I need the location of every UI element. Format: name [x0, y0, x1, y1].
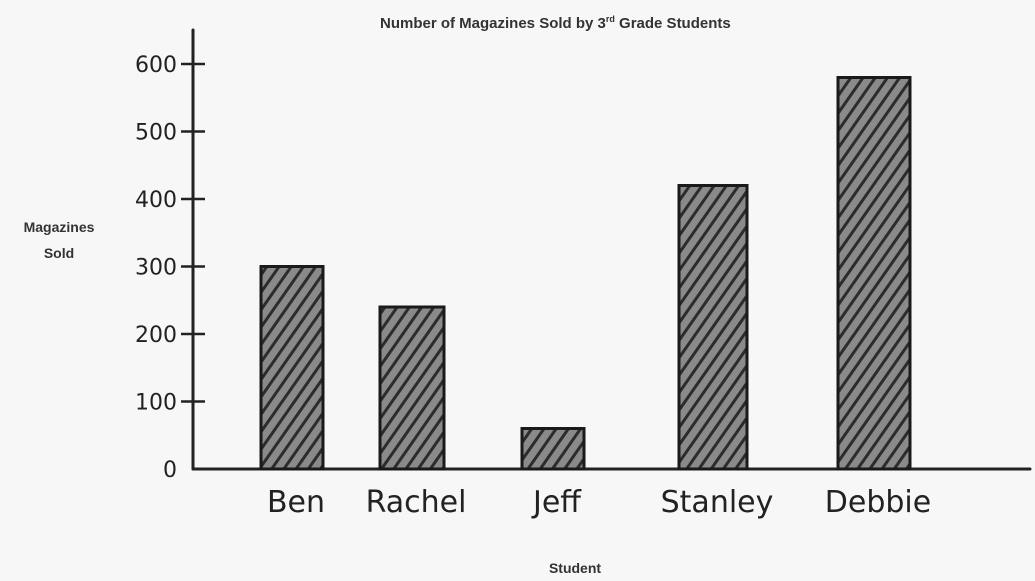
y-axis-label-line1: Magazines [23, 219, 95, 235]
y-tick-label-300: 300 [135, 256, 177, 281]
y-tick-label-200: 200 [135, 323, 177, 348]
y-tick-label-500: 500 [135, 121, 177, 146]
bar-jeff [520, 427, 586, 471]
category-label-debbie: Debbie [825, 485, 931, 520]
y-axis-label-line2: Sold [43, 245, 75, 261]
bar-rachel [378, 305, 446, 471]
y-tick-label-400: 400 [135, 188, 177, 213]
y-tick-label-600: 600 [135, 53, 177, 78]
bar-debbie [836, 76, 912, 471]
bar-ben [259, 265, 325, 471]
chart-title: Number of Magazines Sold by 3rd Grade St… [380, 14, 731, 32]
y-tick-label-100: 100 [135, 391, 177, 416]
y-tick-label-0: 0 [163, 458, 177, 483]
x-axis-label: Student [548, 560, 602, 576]
bar-stanley [677, 184, 749, 471]
y-axis-label: Magazines Sold [4, 214, 114, 266]
category-label-ben: Ben [267, 485, 325, 520]
category-label-stanley: Stanley [661, 485, 774, 520]
category-label-jeff: Jeff [531, 485, 582, 520]
category-label-rachel: Rachel [366, 485, 467, 520]
